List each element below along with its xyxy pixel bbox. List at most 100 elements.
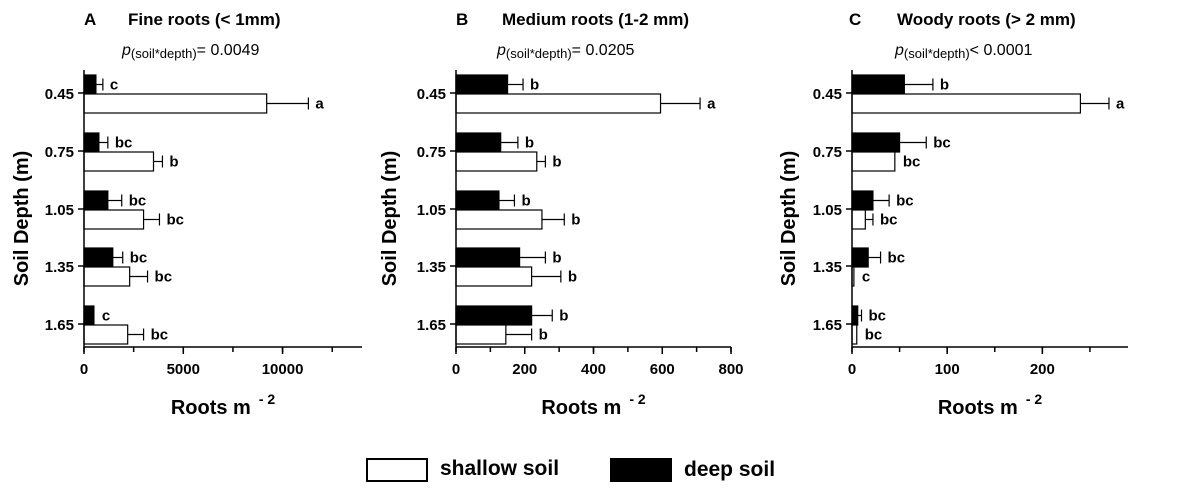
y-tick-label: 1.65 — [417, 317, 446, 334]
x-tick-label: 0 — [452, 361, 460, 378]
bar-deep-4 — [83, 305, 95, 326]
x-tick-label: 200 — [1030, 361, 1055, 378]
significance-label: bc — [896, 193, 914, 210]
x-axis-label: Roots m- 2 — [541, 391, 646, 419]
legend-label-deep-soil: deep soil — [684, 458, 776, 481]
bar-deep-0 — [455, 74, 509, 95]
significance-label: bc — [155, 269, 173, 286]
legend-label-shallow-soil: shallow soil — [440, 457, 560, 480]
bar-shallow-2 — [851, 209, 866, 230]
panel-letter: A — [84, 10, 96, 29]
x-axis-label: Roots m- 2 — [938, 391, 1043, 419]
y-tick-label: 0.75 — [813, 144, 842, 161]
p-value-annotation: p(soil*depth)= 0.0205 — [496, 42, 635, 61]
significance-label: c — [102, 308, 110, 325]
significance-label: c — [862, 269, 870, 286]
y-tick-label: 0.45 — [417, 86, 446, 103]
chart-panel-a: A Fine roots (< 1mm) p(soil*depth)= 0.0049… — [11, 10, 362, 419]
bar-shallow-1 — [851, 151, 896, 172]
bar-deep-1 — [83, 132, 100, 153]
x-tick-label: 5000 — [167, 361, 200, 378]
bar-deep-2 — [83, 190, 109, 211]
significance-label: bc — [933, 135, 951, 152]
bar-deep-3 — [455, 247, 521, 268]
bar-shallow-1 — [455, 151, 538, 172]
significance-label: b — [559, 308, 568, 325]
significance-label: b — [539, 327, 548, 344]
significance-label: bc — [166, 212, 184, 229]
y-tick-label: 1.05 — [45, 202, 74, 219]
significance-label: bc — [129, 193, 147, 210]
significance-label: bc — [869, 308, 887, 325]
y-tick-label: 1.05 — [417, 202, 446, 219]
bar-deep-4 — [851, 305, 859, 326]
y-tick-label: 1.35 — [417, 259, 446, 276]
y-axis-label: Soil Depth (m) — [778, 151, 800, 287]
panel-title: Woody roots (> 2 mm) — [897, 10, 1076, 29]
significance-label: bc — [151, 327, 169, 344]
bar-shallow-2 — [455, 209, 543, 230]
significance-label: b — [552, 154, 561, 171]
x-tick-label: 100 — [935, 361, 960, 378]
bar-shallow-3 — [455, 266, 533, 287]
bar-shallow-0 — [851, 93, 1082, 114]
panel-letter: C — [849, 10, 861, 29]
x-axis-label: Roots m- 2 — [171, 391, 276, 419]
bar-deep-2 — [851, 190, 874, 211]
significance-label: a — [1116, 96, 1125, 113]
x-tick-label: 800 — [718, 361, 743, 378]
significance-label: b — [571, 212, 580, 229]
bar-deep-2 — [455, 190, 500, 211]
bar-shallow-3 — [83, 266, 131, 287]
bar-deep-3 — [83, 247, 114, 268]
bar-shallow-4 — [83, 324, 129, 345]
significance-label: b — [568, 269, 577, 286]
bar-shallow-0 — [455, 93, 662, 114]
y-tick-label: 1.65 — [45, 317, 74, 334]
x-tick-label: 0 — [848, 361, 856, 378]
significance-label: bc — [130, 250, 148, 267]
y-tick-label: 0.45 — [45, 86, 74, 103]
bar-deep-0 — [851, 74, 905, 95]
panel-title: Fine roots (< 1mm) — [128, 10, 281, 29]
significance-label: b — [525, 135, 534, 152]
bar-deep-1 — [455, 132, 502, 153]
y-tick-label: 1.05 — [813, 202, 842, 219]
significance-label: a — [707, 96, 716, 113]
significance-label: c — [110, 77, 118, 94]
x-tick-label: 400 — [581, 361, 606, 378]
y-axis-label: Soil Depth (m) — [379, 151, 401, 287]
y-tick-label: 0.75 — [417, 144, 446, 161]
significance-label: bc — [903, 154, 921, 171]
p-value-annotation: p(soil*depth)= 0.0049 — [121, 42, 260, 61]
legend-swatch-shallow-soil — [366, 458, 428, 482]
bar-shallow-4 — [455, 324, 507, 345]
chart-panel-b: B Medium roots (1-2 mm) p(soil*depth)= 0.0… — [379, 10, 744, 419]
p-value-annotation: p(soil*depth)< 0.0001 — [894, 42, 1033, 61]
x-tick-label: 600 — [650, 361, 675, 378]
bar-shallow-0 — [83, 93, 268, 114]
significance-label: bc — [880, 212, 898, 229]
significance-label: b — [940, 77, 949, 94]
bar-deep-3 — [851, 247, 869, 268]
significance-label: b — [552, 250, 561, 267]
panel-letter: B — [456, 10, 468, 29]
significance-label: bc — [888, 250, 906, 267]
chart-panel-c: C Woody roots (> 2 mm) p(soil*depth)< 0.00… — [778, 10, 1128, 419]
significance-label: a — [315, 96, 324, 113]
bar-deep-1 — [851, 132, 901, 153]
y-axis-label: Soil Depth (m) — [11, 151, 33, 287]
y-tick-label: 0.75 — [45, 144, 74, 161]
bar-deep-0 — [83, 74, 97, 95]
y-tick-label: 1.35 — [45, 259, 74, 276]
x-tick-label: 200 — [512, 361, 537, 378]
x-tick-label: 10000 — [262, 361, 304, 378]
bar-shallow-1 — [83, 151, 155, 172]
panel-title: Medium roots (1-2 mm) — [502, 10, 689, 29]
y-tick-label: 0.45 — [813, 86, 842, 103]
x-tick-label: 0 — [80, 361, 88, 378]
y-tick-label: 1.35 — [813, 259, 842, 276]
significance-label: b — [521, 193, 530, 210]
significance-label: bc — [865, 327, 883, 344]
